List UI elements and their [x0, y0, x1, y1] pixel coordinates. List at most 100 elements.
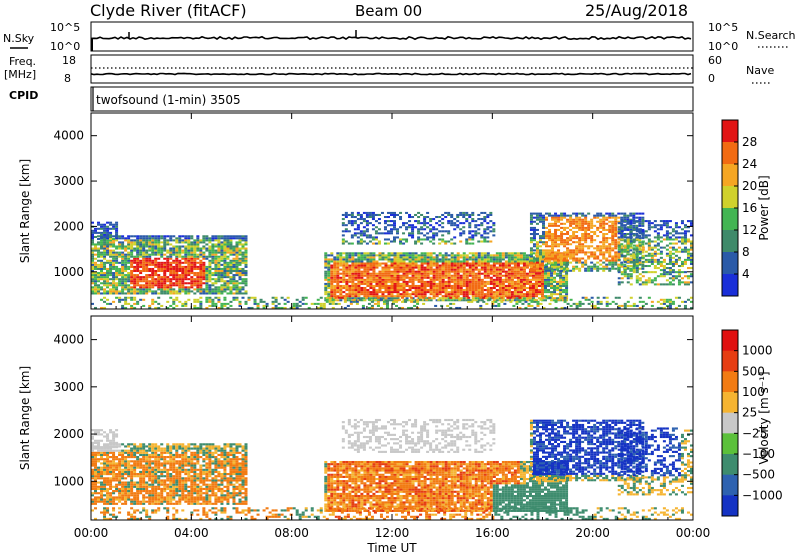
range-gate-pixel: [241, 282, 245, 285]
range-gate-pixel: [545, 257, 549, 260]
range-gate-pixel: [453, 218, 457, 221]
range-gate-pixel: [471, 295, 475, 298]
range-gate-pixel: [115, 253, 119, 256]
range-gate-pixel: [566, 226, 570, 229]
range-gate-pixel: [629, 253, 633, 256]
range-gate-pixel: [556, 272, 560, 275]
range-gate-pixel: [103, 249, 107, 252]
range-gate-pixel: [644, 279, 648, 282]
range-gate-pixel: [602, 220, 606, 223]
range-gate-pixel: [641, 248, 645, 251]
range-gate-pixel: [608, 216, 612, 219]
range-gate-pixel: [620, 250, 624, 253]
range-gate-pixel: [363, 297, 367, 300]
range-gate-pixel: [139, 239, 143, 242]
range-gate-pixel: [118, 296, 122, 299]
range-gate-pixel: [529, 239, 533, 242]
range-gate-pixel: [372, 254, 376, 257]
range-gate-pixel: [537, 297, 541, 300]
range-gate-pixel: [638, 252, 642, 255]
range-gate-pixel: [356, 226, 360, 229]
range-gate-pixel: [160, 261, 164, 264]
range-gate-pixel: [94, 231, 98, 234]
range-gate-pixel: [100, 247, 104, 250]
range-gate-pixel: [408, 256, 412, 259]
range-gate-pixel: [112, 300, 116, 303]
range-gate-pixel: [432, 264, 436, 267]
range-gate-pixel: [396, 276, 400, 279]
range-gate-pixel: [414, 254, 418, 257]
range-gate-pixel: [596, 216, 600, 219]
range-gate-pixel: [562, 278, 566, 281]
range-gate-pixel: [154, 259, 158, 262]
range-gate-pixel: [175, 257, 179, 260]
range-gate-pixel: [450, 268, 454, 271]
range-gate-pixel: [537, 284, 541, 287]
range-gate-pixel: [550, 274, 554, 277]
range-gate-pixel: [115, 278, 119, 281]
range-gate-pixel: [641, 220, 645, 223]
range-gate-pixel: [596, 249, 600, 252]
range-gate-pixel: [413, 304, 417, 307]
range-gate-pixel: [602, 265, 606, 268]
range-gate-pixel: [106, 253, 110, 256]
range-gate-pixel: [471, 284, 475, 287]
range-gate-pixel: [235, 255, 239, 258]
range-gate-pixel: [121, 292, 125, 295]
range-gate-pixel: [593, 224, 597, 227]
range-gate-pixel: [471, 258, 475, 261]
range-gate-pixel: [277, 302, 281, 305]
range-gate-pixel: [557, 243, 561, 246]
range-gate-pixel: [408, 264, 412, 267]
range-gate-pixel: [447, 268, 451, 271]
range-gate-pixel: [486, 232, 490, 235]
range-gate-pixel: [381, 297, 385, 300]
range-gate-pixel: [103, 282, 107, 285]
noise-sky-trace: [90, 35, 692, 41]
range-gate-pixel: [235, 265, 239, 268]
range-gate-pixel: [217, 274, 221, 277]
range-gate-pixel: [142, 261, 146, 264]
range-gate-pixel: [535, 216, 539, 219]
range-gate-pixel: [522, 280, 526, 283]
range-gate-pixel: [614, 230, 618, 234]
range-gate-pixel: [557, 259, 561, 262]
range-gate-pixel: [160, 255, 164, 258]
range-gate-pixel: [565, 284, 569, 287]
range-gate-pixel: [139, 245, 143, 248]
range-gate-pixel: [154, 278, 158, 281]
range-gate-pixel: [587, 228, 591, 231]
range-gate-pixel: [560, 261, 564, 264]
range-gate-pixel: [91, 255, 94, 258]
range-gate-pixel: [184, 253, 188, 256]
range-gate-pixel: [208, 290, 212, 293]
range-gate-pixel: [584, 237, 588, 240]
range-gate-pixel: [426, 226, 430, 229]
range-gate-pixel: [581, 263, 585, 266]
range-gate-pixel: [626, 267, 630, 270]
range-gate-pixel: [459, 291, 463, 294]
range-gate-pixel: [459, 289, 463, 292]
range-gate-pixel: [459, 270, 463, 273]
range-gate-pixel: [366, 254, 370, 257]
range-gate-pixel: [426, 299, 430, 302]
range-gate-pixel: [351, 252, 355, 255]
range-gate-pixel: [223, 239, 227, 242]
range-gate-pixel: [489, 289, 493, 292]
range-gate-pixel: [199, 276, 203, 279]
range-gate-pixel: [339, 258, 343, 261]
range-gate-pixel: [121, 276, 125, 279]
range-gate-pixel: [121, 267, 125, 270]
range-gate-pixel: [211, 249, 215, 252]
range-gate-pixel: [103, 265, 107, 268]
range-gate-pixel: [450, 278, 454, 281]
range-gate-pixel: [118, 267, 122, 270]
range-gate-pixel: [130, 269, 134, 273]
range-gate-pixel: [358, 298, 362, 301]
range-gate-pixel: [384, 276, 388, 279]
range-gate-pixel: [393, 260, 397, 263]
range-gate-pixel: [686, 240, 690, 243]
range-gate-pixel: [94, 257, 98, 260]
range-gate-pixel: [540, 293, 544, 296]
range-gate-pixel: [474, 295, 478, 298]
